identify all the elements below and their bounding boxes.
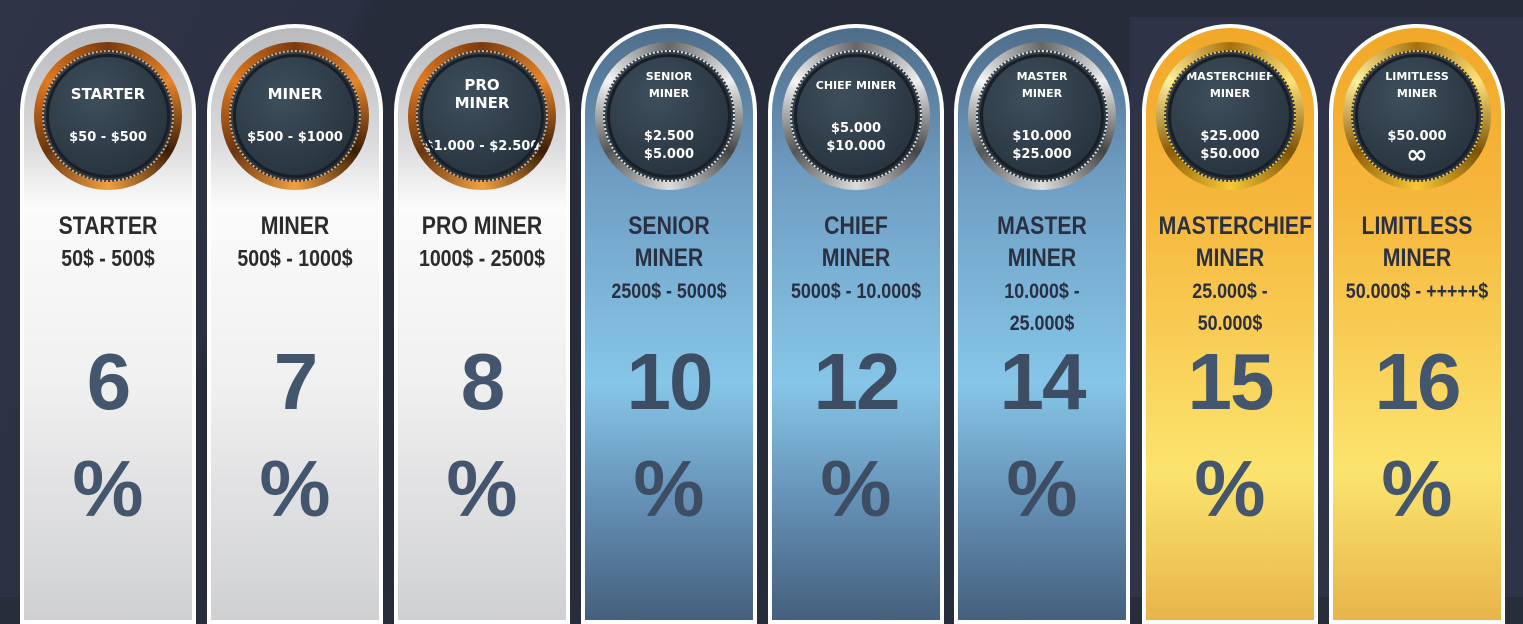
plan-title: PRO MINER: [421, 212, 543, 240]
plan-range: 10.000$ - 25.000$: [1004, 280, 1080, 335]
plan-badge: MINER $500 - $1000: [221, 42, 369, 190]
plan-rate: 12: [813, 337, 901, 426]
badge-title: SENIOR MINER: [645, 70, 693, 100]
plan-card[interactable]: MASTER MINER $10.000 $25.000 MASTER MINER…: [954, 24, 1130, 624]
plan-title: STARTER: [58, 212, 158, 240]
plan-rate-unit: %: [820, 444, 892, 533]
plan-title-2: MINER: [1382, 244, 1452, 272]
plan-card[interactable]: PRO MINER $1.000 - $2.500 PRO MINER 1000…: [394, 24, 570, 624]
badge-range: $50 - $500: [69, 130, 147, 145]
plan-range: 5000$ - 10.000$: [790, 280, 922, 303]
plan-range: 25.000$ - 50.000$: [1192, 280, 1268, 335]
plan-card[interactable]: STARTER $50 - $500 STARTER 50$ - 500$ 6 …: [20, 24, 196, 624]
badge-range: $5.000: [830, 120, 882, 136]
plan-badge: SENIOR MINER $2.500 $5.000: [595, 42, 743, 190]
badge-title: MASTERCHIEF MINER: [1186, 70, 1274, 100]
plan-rate: 10: [626, 337, 714, 426]
badge-range: $2.500: [643, 129, 695, 144]
plan-title-2: MINER: [1007, 244, 1077, 272]
plan-range: 1000$ - 2500$: [418, 245, 546, 271]
plan-rate-unit: %: [259, 444, 331, 533]
plan-range: 2500$ - 5000$: [611, 280, 727, 303]
badge-title: MASTER MINER: [1016, 70, 1068, 100]
plan-card[interactable]: LIMITLESS MINER $50.000 ∞ LIMITLESS MINER…: [1329, 24, 1505, 624]
plan-rate-unit: %: [1194, 444, 1266, 533]
plan-rate: 14: [999, 337, 1087, 426]
badge-title: CHIEF MINER: [815, 78, 897, 92]
plan-rate: 8: [460, 337, 506, 426]
plan-badge: MASTER MINER $10.000 $25.000: [968, 42, 1116, 190]
plan-badge: PRO MINER $1.000 - $2.500: [408, 42, 556, 190]
plan-title-2: MINER: [1195, 244, 1265, 272]
plan-badge: LIMITLESS MINER $50.000 ∞: [1343, 42, 1491, 190]
plan-title: MASTER: [997, 212, 1087, 240]
badge-range: $50.000: [1387, 129, 1447, 144]
plan-card[interactable]: MASTERCHIEF MINER $25.000 $50.000 MASTERC…: [1142, 24, 1318, 624]
badge-range-2: ∞: [1406, 140, 1428, 170]
badge-range-2: $5.000: [643, 147, 695, 162]
plan-badge: STARTER $50 - $500: [34, 42, 182, 190]
badge-title: MINER: [267, 85, 323, 103]
badge-range: $25.000: [1200, 129, 1260, 144]
badge-range-2: $10.000: [826, 138, 886, 154]
plan-rate: 6: [86, 337, 132, 426]
plan-rate: 16: [1374, 337, 1462, 426]
plan-card[interactable]: CHIEF MINER $5.000 $10.000 CHIEF MINER 50…: [768, 24, 944, 624]
plan-rate-unit: %: [633, 444, 705, 533]
plan-title: CHIEF: [824, 212, 888, 240]
plan-range: 50$ - 500$: [61, 245, 155, 271]
plan-rate-unit: %: [72, 444, 144, 533]
plan-badge: CHIEF MINER $5.000 $10.000: [782, 42, 930, 190]
plan-rate-unit: %: [1006, 444, 1078, 533]
plan-rate: 7: [273, 337, 319, 426]
badge-range: $500 - $1000: [247, 130, 343, 145]
badge-range: $1.000 - $2.500: [424, 139, 540, 154]
plan-title: LIMITLESS: [1361, 212, 1473, 240]
badge-title: STARTER: [70, 85, 146, 103]
plan-title: MINER: [260, 212, 330, 240]
plan-title-2: MINER: [634, 244, 704, 272]
badge-title: PRO MINER: [454, 76, 510, 112]
plan-card[interactable]: SENIOR MINER $2.500 $5.000 SENIOR MINER 2…: [581, 24, 757, 624]
plan-card[interactable]: MINER $500 - $1000 MINER 500$ - 1000$ 7 …: [207, 24, 383, 624]
badge-range-2: $25.000: [1012, 147, 1072, 162]
plan-badge: MASTERCHIEF MINER $25.000 $50.000: [1156, 42, 1304, 190]
plan-rate: 15: [1187, 337, 1275, 426]
badge-title: LIMITLESS MINER: [1385, 70, 1449, 100]
plan-range: 500$ - 1000$: [237, 245, 353, 271]
plan-rate-unit: %: [1381, 444, 1453, 533]
plan-title-2: MINER: [821, 244, 891, 272]
plan-title: MASTERCHIEF: [1158, 212, 1313, 240]
plan-title: SENIOR: [628, 212, 710, 240]
badge-range: $10.000: [1012, 129, 1072, 144]
plan-rate-unit: %: [446, 444, 518, 533]
badge-range-2: $50.000: [1200, 147, 1260, 162]
plan-range: 50.000$ - +++++$: [1345, 280, 1489, 303]
